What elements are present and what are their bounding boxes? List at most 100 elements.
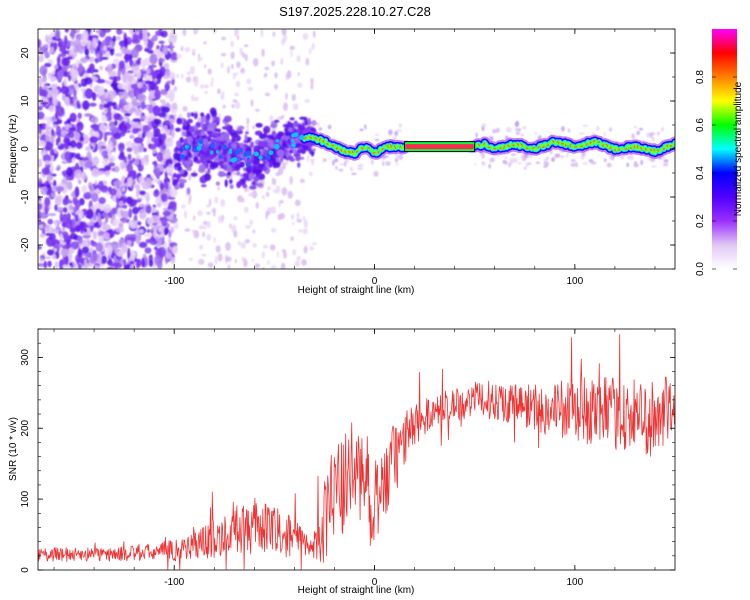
spectrogram-speckle [222,104,226,109]
spectrogram-speckle [338,163,344,166]
ridge-point [222,144,228,150]
spectrogram-speckle [43,260,47,269]
spectrogram-speckle [76,100,81,109]
spectrogram-speckle [633,125,638,129]
spectrogram-speckle [248,173,254,181]
spectrogram-speckle [194,131,202,136]
snr-ytick-label: 0 [20,567,31,573]
spectrogram-speckle [272,31,276,37]
spectrogram-speckle [200,146,205,151]
spectrogram-speckle [184,228,191,232]
spectrogram-speckle [247,86,253,92]
spectrogram-speckle [56,56,61,64]
ridge-point [254,151,259,157]
spectrogram-speckle [290,236,294,241]
spectrogram-speckle [98,180,104,191]
spectrogram-speckle [252,159,260,166]
spectrogram-speckle [620,155,624,160]
spectrogram-speckle [191,48,196,53]
spectrogram-speckle [148,260,154,267]
spectrogram-speckle [127,177,133,187]
spectrogram-speckle [87,221,96,227]
spectrogram-speckle [271,228,277,233]
spectrogram-speckle [116,29,123,35]
spectrogram-speckle [282,33,288,43]
spectrogram-speckle [152,105,160,117]
spectrogram-speckle [475,132,478,138]
spectrogram-speckle [61,227,66,232]
spectrogram-speckle [153,78,158,83]
spectrogram-speckle [233,216,238,221]
spectrogram-speckle [165,252,172,260]
spectrogram-speckle [240,242,246,249]
spectrogram-speckle [394,158,398,163]
spectrogram-speckle [255,166,264,171]
spectrogram-speckle [294,260,301,267]
spectrogram-speckle [239,161,245,168]
spectrogram-speckle [216,88,221,95]
spectrogram-speckle [38,140,47,147]
snr-frame [37,328,676,571]
spectrogram-speckle [49,147,54,157]
spectrogram-speckle [78,62,83,74]
spectrogram-speckle [243,172,249,178]
spectrogram-speckle [207,68,212,75]
spectrogram-speckle [128,220,137,226]
spectrogram-speckle [535,161,541,164]
spectrogram-speckle [74,169,83,180]
spectrogram-speckle [145,239,151,244]
spectrogram-speckle [217,170,225,178]
spectrogram-speckle [98,221,103,225]
spectrogram-ytick-label: -10 [20,189,31,204]
spectrogram-speckle [146,217,154,225]
spectrogram-speckle [534,131,537,136]
spectrogram-speckle [200,84,204,89]
spectrogram-speckle [176,54,182,59]
spectrogram-speckle [171,209,174,215]
spectrogram-speckle [198,153,204,159]
spectrogram-speckle [148,104,154,114]
spectrogram-speckle [217,136,225,142]
spectrogram-speckle [239,47,243,56]
spectrogram-speckle [395,162,399,166]
spectrogram-speckle [173,85,178,92]
spectrogram-speckle [179,137,184,143]
spectrogram-speckle [143,147,147,153]
spectrogram-speckle [311,148,316,152]
spectrogram-speckle [38,55,44,63]
spectrogram-speckle [233,230,238,238]
spectrogram-speckle [510,159,514,165]
spectrogram-speckle [96,79,106,84]
spectrogram-speckle [137,137,144,143]
spectrogram-speckle [67,181,73,191]
spectrogram-speckle [51,192,56,198]
spectrogram-speckle [310,150,315,157]
spectrogram-speckle [54,195,62,206]
spectrogram-speckle [137,164,144,172]
spectrogram-speckle [143,233,153,237]
spectrogram-speckle [343,161,347,168]
spectrogram-speckle [118,143,125,152]
spectrogram-speckle [193,96,199,102]
spectrogram-speckle [154,254,163,266]
spectrogram-speckle [312,242,317,246]
spectrogram-speckle [394,136,397,140]
spectrogram-speckle [145,68,151,75]
spectrogram-speckle [160,30,168,38]
spectrogram-speckle [83,228,87,233]
colorbar: 0.0 0.2 0.4 0.6 0.8 Normalized spectral ampl… [695,29,744,276]
spectrogram-speckle [287,120,291,127]
spectrogram-speckle [193,29,199,33]
spectrogram-speckle [132,118,141,123]
spectrogram-speckle [164,137,174,148]
spectrogram-speckle [662,163,669,167]
spectrogram-speckle [83,191,92,200]
spectrogram-speckle [119,131,126,137]
spectrogram-speckle [49,46,55,53]
spectrogram-speckle [41,228,46,235]
spectrogram-speckle [80,171,87,181]
spectrogram-speckle [236,144,240,150]
spectrogram-speckle [229,223,232,229]
spectrogram-speckle [270,265,277,269]
spectrogram-speckle [246,117,250,125]
